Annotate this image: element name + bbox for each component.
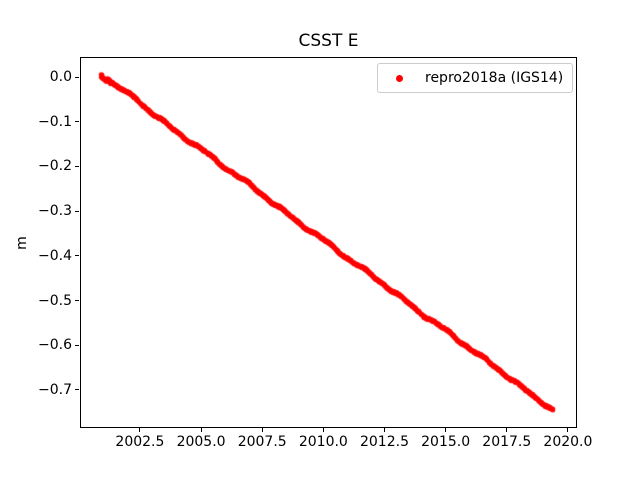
- x-tick-mark: [261, 428, 263, 432]
- x-tick-label: 2002.5: [115, 434, 165, 450]
- y-tick-mark: [75, 389, 79, 391]
- legend-handle: [385, 74, 413, 82]
- x-tick-label: 2005.0: [176, 434, 226, 450]
- y-tick-mark: [75, 300, 79, 302]
- x-tick-mark: [567, 428, 569, 432]
- x-tick-label: 2017.5: [482, 434, 532, 450]
- x-tick-label: 2007.5: [237, 434, 287, 450]
- legend-entry-label: repro2018a (IGS14): [425, 70, 564, 86]
- x-tick-label: 2020.0: [543, 434, 593, 450]
- y-tick-label: −0.3: [38, 203, 72, 220]
- x-tick-mark: [445, 428, 447, 432]
- y-tick-mark: [75, 344, 79, 346]
- y-tick-mark: [75, 121, 79, 123]
- y-tick-mark: [75, 165, 79, 167]
- x-tick-mark: [322, 428, 324, 432]
- y-tick-label: −0.7: [38, 381, 72, 398]
- x-tick-mark: [139, 428, 141, 432]
- legend-box: repro2018a (IGS14): [377, 63, 573, 93]
- x-tick-mark: [506, 428, 508, 432]
- x-tick-label: 2012.5: [359, 434, 409, 450]
- y-tick-mark: [75, 210, 79, 212]
- y-tick-label: −0.5: [38, 292, 72, 309]
- x-tick-mark: [200, 428, 202, 432]
- y-tick-label: −0.1: [38, 113, 72, 130]
- y-tick-label: −0.6: [38, 337, 72, 354]
- x-tick-mark: [383, 428, 385, 432]
- y-tick-label: 0.0: [49, 69, 72, 86]
- red-point-marker-icon: [395, 74, 403, 82]
- y-tick-label: −0.2: [38, 158, 72, 175]
- x-tick-label: 2010.0: [298, 434, 348, 450]
- x-tick-label: 2015.0: [421, 434, 471, 450]
- y-tick-label: −0.4: [38, 247, 72, 264]
- y-tick-mark: [75, 76, 79, 78]
- y-tick-mark: [75, 255, 79, 257]
